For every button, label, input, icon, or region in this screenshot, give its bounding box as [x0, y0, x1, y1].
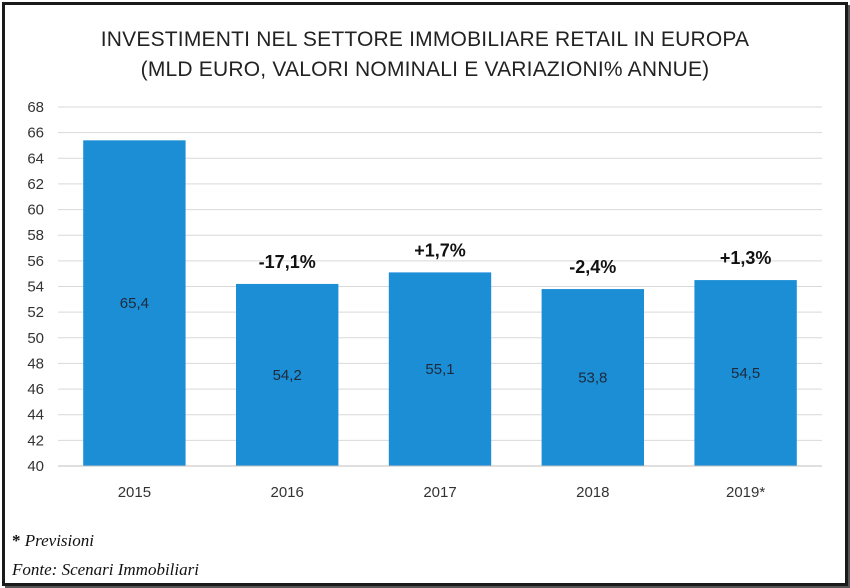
- y-tick-label: 44: [27, 407, 44, 424]
- y-axis: 40 42 44 46 48 50 52 54 56 58 60 62 64 66 68: [27, 99, 44, 475]
- y-tick-label: 54: [27, 279, 44, 296]
- y-tick-label: 62: [27, 176, 44, 193]
- bar-value-label: 55,1: [425, 361, 454, 378]
- chart-subtitle: (MLD EURO, VALORI NOMINALI E VARIAZIONI%…: [140, 58, 710, 81]
- forecast-note-text: Previsioni: [24, 531, 94, 550]
- bar: [388, 272, 492, 466]
- y-tick-label: 42: [27, 432, 44, 449]
- bar: [541, 289, 644, 466]
- y-tick-label: 52: [27, 304, 44, 321]
- bars: 65,4 54,2 -17,1% 55,1 +1,7% 53,8 -2,4% 54,5 +1,3…: [83, 140, 797, 467]
- bar-value-label: 65,4: [120, 295, 149, 312]
- chart-title: INVESTIMENTI NEL SETTORE IMMOBILIARE RET…: [100, 28, 750, 51]
- y-tick-label: 58: [27, 227, 44, 244]
- x-axis: 2015 2016 2017 2018 2019*: [58, 465, 822, 501]
- y-tick-label: 66: [27, 125, 44, 142]
- bar-value-label: 53,8: [578, 370, 607, 387]
- y-tick-label: 68: [27, 99, 44, 116]
- x-tick-label: 2019*: [726, 484, 765, 501]
- bar: [236, 283, 339, 466]
- asterisk-mark: *: [12, 531, 21, 550]
- change-label: -2,4%: [569, 257, 616, 277]
- y-tick-label: 40: [27, 458, 44, 475]
- y-tick-label: 60: [27, 202, 44, 219]
- change-label: -17,1%: [259, 252, 316, 272]
- change-label: +1,7%: [414, 240, 466, 260]
- y-tick-label: 46: [27, 381, 44, 398]
- x-tick-label: 2018: [576, 484, 609, 501]
- x-tick-label: 2016: [271, 484, 304, 501]
- bar-value-label: 54,2: [273, 367, 302, 384]
- source-note: Fonte: Scenari Immobiliari: [12, 560, 199, 579]
- bar: [694, 280, 797, 466]
- forecast-note: * Previsioni: [12, 531, 94, 551]
- change-label: +1,3%: [720, 248, 772, 268]
- x-tick-label: 2017: [423, 484, 456, 501]
- y-tick-label: 48: [27, 355, 44, 372]
- y-tick-label: 50: [27, 330, 44, 347]
- bar-value-label: 54,5: [731, 365, 760, 382]
- y-tick-label: 64: [27, 150, 44, 167]
- y-tick-label: 56: [27, 253, 44, 270]
- x-tick-label: 2015: [118, 484, 151, 501]
- bar: [83, 140, 186, 467]
